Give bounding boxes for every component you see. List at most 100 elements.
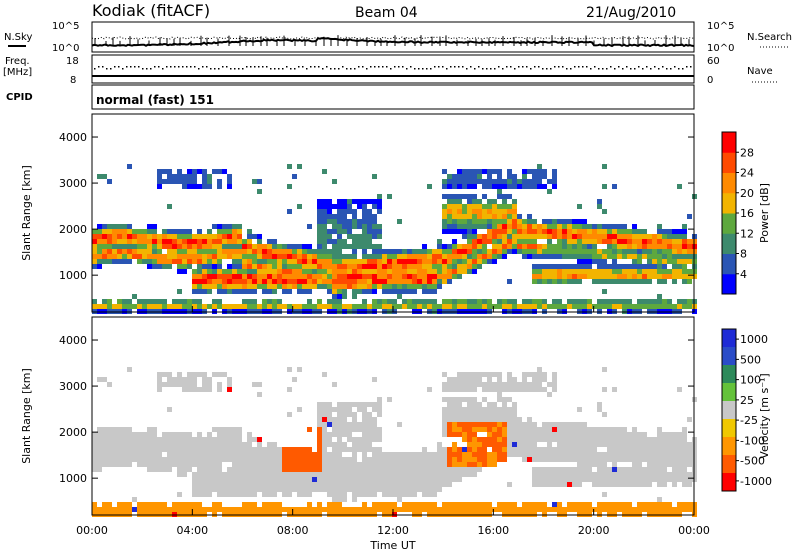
power-cell bbox=[197, 299, 202, 304]
power-cell bbox=[552, 249, 557, 254]
velocity-cell bbox=[262, 487, 267, 492]
velocity-cell bbox=[287, 482, 292, 487]
colorbar-tick-label: -500 bbox=[740, 455, 765, 468]
power-cell bbox=[462, 234, 467, 239]
power-cell bbox=[142, 249, 147, 254]
velocity-cell bbox=[197, 502, 202, 507]
velocity-cell bbox=[607, 502, 612, 507]
velocity-cell bbox=[487, 412, 492, 417]
velocity-cell bbox=[527, 432, 532, 437]
power-cell bbox=[642, 269, 647, 274]
power-cell bbox=[452, 209, 457, 214]
velocity-cell bbox=[492, 427, 497, 432]
velocity-cell bbox=[312, 452, 317, 457]
power-cell bbox=[262, 279, 267, 284]
power-cell bbox=[322, 274, 327, 279]
power-cell bbox=[187, 184, 192, 189]
velocity-cell bbox=[462, 457, 467, 462]
nave-dot bbox=[434, 66, 436, 68]
velocity-cell bbox=[432, 457, 437, 462]
power-cell bbox=[657, 259, 662, 264]
velocity-cell bbox=[102, 437, 107, 442]
velocity-cell bbox=[347, 472, 352, 477]
power-cell bbox=[447, 194, 452, 199]
power-cell bbox=[582, 269, 587, 274]
power-cell bbox=[492, 184, 497, 189]
velocity-cell bbox=[462, 422, 467, 427]
velocity-cell bbox=[517, 387, 522, 392]
velocity-cell bbox=[467, 427, 472, 432]
velocity-cell bbox=[232, 487, 237, 492]
velocity-cell bbox=[452, 472, 457, 477]
nave-dot bbox=[354, 68, 356, 70]
power-cell bbox=[397, 289, 402, 294]
power-cell bbox=[487, 169, 492, 174]
power-cell bbox=[612, 184, 617, 189]
velocity-cell bbox=[572, 477, 577, 482]
power-cell bbox=[462, 299, 467, 304]
velocity-cell bbox=[427, 387, 432, 392]
power-cell bbox=[512, 179, 517, 184]
velocity-cell bbox=[407, 477, 412, 482]
power-cell bbox=[542, 279, 547, 284]
velocity-cell bbox=[292, 462, 297, 467]
velocity-cell bbox=[222, 492, 227, 497]
power-cell bbox=[182, 254, 187, 259]
power-cell bbox=[117, 254, 122, 259]
power-cell bbox=[452, 249, 457, 254]
velocity-cell bbox=[387, 452, 392, 457]
power-cell bbox=[577, 234, 582, 239]
velocity-cell bbox=[632, 447, 637, 452]
power-cell bbox=[402, 299, 407, 304]
power-cell bbox=[417, 299, 422, 304]
nave-dot bbox=[614, 68, 616, 70]
velocity-cell bbox=[132, 437, 137, 442]
power-cell bbox=[482, 219, 487, 224]
velocity-cell bbox=[362, 472, 367, 477]
power-cell bbox=[637, 254, 642, 259]
power-cell bbox=[277, 249, 282, 254]
velocity-cell bbox=[107, 437, 112, 442]
power-cell bbox=[657, 299, 662, 304]
nave-dot bbox=[154, 66, 156, 68]
velocity-cell bbox=[182, 377, 187, 382]
power-cell bbox=[607, 229, 612, 234]
nave-dot bbox=[302, 66, 304, 68]
power-cell bbox=[307, 269, 312, 274]
power-cell bbox=[592, 304, 597, 309]
velocity-cell bbox=[492, 412, 497, 417]
power-cell bbox=[212, 269, 217, 274]
power-cell bbox=[152, 234, 157, 239]
power-cell bbox=[552, 224, 557, 229]
colorbar-tick-label: 28 bbox=[740, 146, 754, 159]
power-cell bbox=[617, 234, 622, 239]
velocity-cell bbox=[472, 472, 477, 477]
velocity-cell bbox=[622, 452, 627, 457]
power-cell bbox=[602, 209, 607, 214]
velocity-cell bbox=[317, 427, 322, 432]
velocity-cell bbox=[527, 457, 532, 462]
noise-right-tick-bottom: 10^0 bbox=[707, 43, 734, 54]
velocity-cell bbox=[272, 487, 277, 492]
velocity-cell bbox=[297, 482, 302, 487]
power-cell bbox=[147, 239, 152, 244]
velocity-cell bbox=[117, 432, 122, 437]
power-cell bbox=[337, 294, 342, 299]
power-cell bbox=[462, 264, 467, 269]
velocity-cell bbox=[102, 442, 107, 447]
velocity-cell bbox=[642, 432, 647, 437]
velocity-cell bbox=[172, 377, 177, 382]
power-cell bbox=[367, 234, 372, 239]
power-cell bbox=[457, 214, 462, 219]
velocity-cell bbox=[247, 467, 252, 472]
power-cell bbox=[407, 274, 412, 279]
power-cell bbox=[532, 239, 537, 244]
velocity-cell bbox=[487, 422, 492, 427]
velocity-cell bbox=[347, 457, 352, 462]
power-cell bbox=[467, 179, 472, 184]
velocity-cell bbox=[457, 417, 462, 422]
power-cell bbox=[387, 264, 392, 269]
power-cell bbox=[262, 304, 267, 309]
nave-dot bbox=[494, 68, 496, 70]
power-cell bbox=[537, 224, 542, 229]
